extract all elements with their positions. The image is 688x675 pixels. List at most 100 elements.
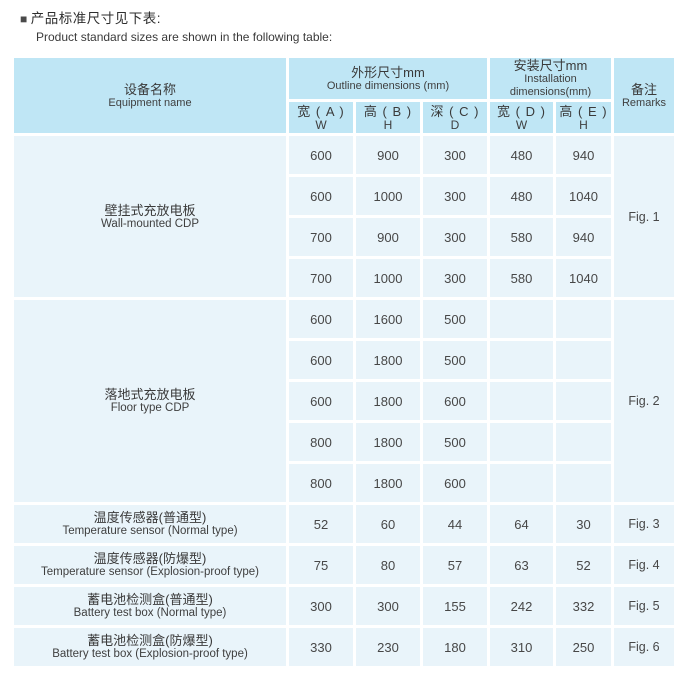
dim-cell: 600 xyxy=(423,382,487,420)
remark-cell: Fig. 3 xyxy=(614,505,674,543)
dim-cell: 600 xyxy=(289,177,353,215)
dim-cell: 330 xyxy=(289,628,353,666)
table-row: 800 1800 500 xyxy=(14,423,674,461)
dim-cell: 480 xyxy=(490,136,553,174)
dim-cell: 300 xyxy=(423,259,487,297)
col-header-width-a: 宽 ( A ) W xyxy=(289,102,353,133)
dim-cell: 500 xyxy=(423,300,487,338)
dim-cell: 1600 xyxy=(356,300,420,338)
equipment-name-en: Wall-mounted CDP xyxy=(101,217,199,230)
equipment-name-zh: 落地式充放电板 xyxy=(104,387,196,402)
col-header-depth-c-en: D xyxy=(450,117,460,132)
equipment-name-zh: 蓄电池检测盒(防爆型) xyxy=(87,633,213,648)
remarks-header-en: Remarks xyxy=(621,96,666,109)
dim-cell: 940 xyxy=(556,218,611,256)
page-title-zh-text: 产品标准尺寸见下表: xyxy=(30,11,162,26)
dim-cell: 64 xyxy=(490,505,553,543)
table-header: 设备名称 Equipment name 外形尺寸mm Outline dimen… xyxy=(14,58,674,133)
equipment-name-cell: 蓄电池检测盒(普通型) Battery test box (Normal type… xyxy=(14,587,286,625)
remark-cell: Fig. 2 xyxy=(614,300,674,502)
dim-cell xyxy=(490,423,553,461)
table-row: 蓄电池检测盒(防爆型) Battery test box (Explosion-p… xyxy=(14,628,674,666)
dim-cell: 57 xyxy=(423,546,487,584)
dim-cell: 1800 xyxy=(356,341,420,379)
dim-cell: 800 xyxy=(289,423,353,461)
dim-cell: 600 xyxy=(423,464,487,502)
equipment-name-zh: 温度传感器(普通型) xyxy=(93,510,207,525)
col-header-width-a-zh: 宽 ( A ) xyxy=(297,103,345,119)
table-row: 蓄电池检测盒(普通型) Battery test box (Normal type… xyxy=(14,587,674,625)
dim-cell: 500 xyxy=(423,423,487,461)
square-bullet-icon: ■ xyxy=(20,12,28,26)
dim-cell xyxy=(556,341,611,379)
size-table: 设备名称 Equipment name 外形尺寸mm Outline dimen… xyxy=(11,55,677,669)
dim-cell: 242 xyxy=(490,587,553,625)
dim-cell: 700 xyxy=(289,259,353,297)
equipment-name-en: Floor type CDP xyxy=(110,402,190,414)
dim-cell: 900 xyxy=(356,218,420,256)
dim-cell xyxy=(490,300,553,338)
dim-cell: 300 xyxy=(289,587,353,625)
dim-cell xyxy=(556,382,611,420)
title-block: ■ 产品标准尺寸见下表: Product standard sizes are s… xyxy=(0,0,688,45)
remarks-header-zh: 备注 xyxy=(630,81,657,97)
outline-dimensions-header-en: Outline dimensions (mm) xyxy=(326,79,450,92)
dim-cell: 1800 xyxy=(356,464,420,502)
dim-cell: 155 xyxy=(423,587,487,625)
table-body: 壁挂式充放电板 Wall-mounted CDP 600 900 300 480 940 Fi… xyxy=(14,136,674,666)
table-row: 落地式充放电板 Floor type CDP 600 1600 500 Fig. 2 xyxy=(14,300,674,502)
equipment-name-cell: 温度传感器(防爆型) Temperature sensor (Explosion-… xyxy=(14,546,286,584)
dim-cell: 52 xyxy=(556,546,611,584)
dim-cell: 500 xyxy=(423,341,487,379)
equipment-name-en: Temperature sensor (Explosion-proof type… xyxy=(41,566,259,578)
dim-cell: 1000 xyxy=(356,177,420,215)
col-header-height-e-zh: 高 ( E ) xyxy=(559,103,608,119)
remark-cell: Fig. 1 xyxy=(614,136,674,297)
dim-cell: 700 xyxy=(289,218,353,256)
dim-cell: 1040 xyxy=(556,259,611,297)
dim-cell: 600 xyxy=(289,382,353,420)
col-header-depth-c-zh: 深 ( C ) xyxy=(430,103,480,119)
outline-dimensions-header-zh: 外形尺寸mm xyxy=(351,64,425,80)
dim-cell: 300 xyxy=(356,587,420,625)
equipment-name-header-zh: 设备名称 xyxy=(123,81,176,97)
dim-cell: 250 xyxy=(556,628,611,666)
dim-cell: 30 xyxy=(556,505,611,543)
dim-cell: 1000 xyxy=(356,259,420,297)
remark-cell: Fig. 6 xyxy=(614,628,674,666)
table-row: 壁挂式充放电板 Wall-mounted CDP 600 900 300 480 940 Fi… xyxy=(14,136,674,297)
equipment-name-header-en: Equipment name xyxy=(108,96,192,109)
dim-cell: 900 xyxy=(356,136,420,174)
col-header-width-d-en: W xyxy=(515,117,528,132)
remarks-header: 备注 Remarks xyxy=(614,58,674,133)
table-row: 600 1800 600 xyxy=(14,382,674,420)
dim-cell xyxy=(490,341,553,379)
equipment-name-zh: 壁挂式充放电板 xyxy=(104,202,196,218)
dim-cell: 332 xyxy=(556,587,611,625)
col-header-height-b: 高 ( B ) H xyxy=(356,102,420,133)
col-header-height-e: 高 ( E ) H xyxy=(556,102,611,133)
table-row: 温度传感器(防爆型) Temperature sensor (Explosion-… xyxy=(14,546,674,584)
header-row-subcolumns: 宽 ( A ) W 高 ( B ) H 深 ( C ) D 宽 ( D ) W … xyxy=(14,102,674,133)
col-header-height-b-zh: 高 ( B ) xyxy=(363,103,413,119)
table-row: 700 900 300 580 940 xyxy=(14,218,674,256)
dim-cell: 60 xyxy=(356,505,420,543)
equipment-name-en: Temperature sensor (Normal type) xyxy=(62,525,238,537)
outline-dimensions-header: 外形尺寸mm Outline dimensions (mm) xyxy=(289,58,487,99)
dim-cell: 1800 xyxy=(356,423,420,461)
dim-cell xyxy=(490,464,553,502)
dim-cell: 300 xyxy=(423,177,487,215)
dim-cell xyxy=(556,300,611,338)
remark-cell: Fig. 5 xyxy=(614,587,674,625)
dim-cell: 600 xyxy=(289,300,353,338)
header-row-groups: 设备名称 Equipment name 外形尺寸mm Outline dimen… xyxy=(14,58,674,133)
installation-dimensions-header-en: Installation dimensions(mm) xyxy=(509,73,592,98)
installation-dimensions-header-zh: 安装尺寸mm xyxy=(513,58,588,73)
dim-cell: 1040 xyxy=(556,177,611,215)
page-title-en: Product standard sizes are shown in the … xyxy=(36,30,333,44)
equipment-name-cell: 壁挂式充放电板 Wall-mounted CDP xyxy=(14,136,286,297)
dim-cell: 300 xyxy=(423,218,487,256)
dim-cell: 180 xyxy=(423,628,487,666)
equipment-name-zh: 蓄电池检测盒(普通型) xyxy=(87,592,213,607)
